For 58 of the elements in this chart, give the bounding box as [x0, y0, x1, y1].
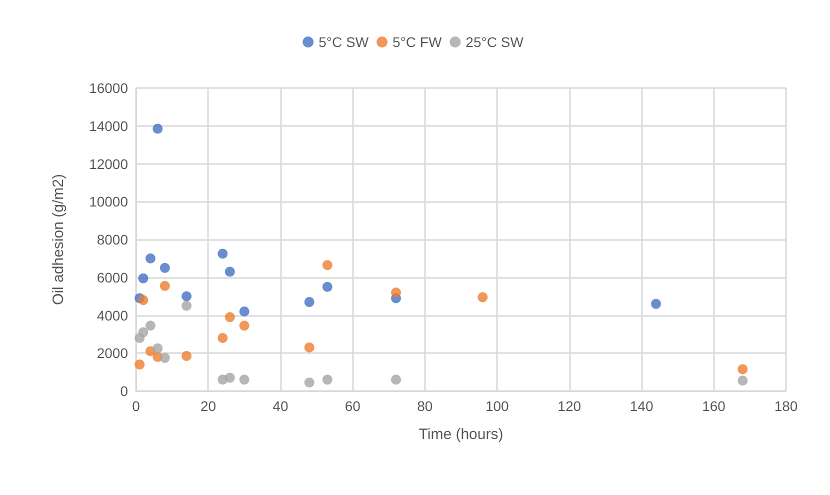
- legend-label: 5°C SW: [318, 34, 370, 50]
- point: [145, 320, 156, 331]
- x-tick-label: 0: [132, 398, 140, 414]
- point: [218, 332, 228, 343]
- point: [391, 374, 401, 385]
- x-tick-label: 100: [485, 398, 510, 414]
- x-tick-label: 140: [630, 398, 654, 414]
- point: [138, 295, 148, 306]
- point: [322, 374, 332, 385]
- y-tick-label: 2000: [96, 345, 128, 362]
- point: [478, 292, 488, 302]
- x-tick-label: 40: [272, 398, 288, 414]
- point: [304, 377, 314, 388]
- x-tick-label: 120: [558, 398, 582, 414]
- point: [152, 124, 163, 134]
- point: [145, 253, 156, 264]
- point: [322, 282, 332, 292]
- y-tick-label: 4000: [96, 307, 128, 324]
- point: [304, 296, 314, 307]
- point: [322, 260, 332, 270]
- point: [391, 288, 401, 298]
- x-tick-label: 20: [200, 398, 216, 414]
- y-tick-label: 10000: [89, 194, 128, 210]
- point: [134, 359, 145, 370]
- point: [239, 320, 250, 331]
- point: [651, 298, 661, 309]
- point: [160, 262, 170, 273]
- point: [182, 300, 192, 311]
- point: [160, 280, 170, 291]
- x-tick-label: 60: [344, 398, 361, 414]
- x-axis-title: Time (hours): [418, 426, 504, 443]
- point: [224, 312, 235, 322]
- point: [138, 273, 148, 284]
- point: [138, 327, 148, 338]
- point: [224, 372, 235, 383]
- y-tick-label: 14000: [89, 118, 128, 134]
- y-tick-label: 6000: [96, 269, 128, 286]
- legend-label: 5°C FW: [392, 34, 442, 50]
- y-axis-title: Oil adhesion (g/m2): [50, 174, 67, 305]
- point: [738, 376, 748, 386]
- x-tick-label: 160: [702, 398, 726, 414]
- point: [239, 306, 250, 316]
- point: [152, 343, 163, 354]
- y-tick-label: 8000: [96, 232, 128, 248]
- point: [239, 374, 250, 385]
- point: [182, 350, 192, 361]
- y-tick-label: 12000: [89, 156, 128, 172]
- point: [160, 352, 170, 363]
- point: [304, 342, 314, 352]
- point: [738, 364, 748, 374]
- legend-label: 25°C SW: [466, 34, 524, 50]
- y-tick-label: 0: [120, 383, 128, 399]
- y-tick-label: 16000: [89, 80, 128, 96]
- x-tick-label: 80: [417, 398, 433, 414]
- point: [218, 248, 228, 259]
- point: [182, 291, 192, 302]
- point: [224, 266, 235, 277]
- x-tick-label: 180: [774, 398, 798, 414]
